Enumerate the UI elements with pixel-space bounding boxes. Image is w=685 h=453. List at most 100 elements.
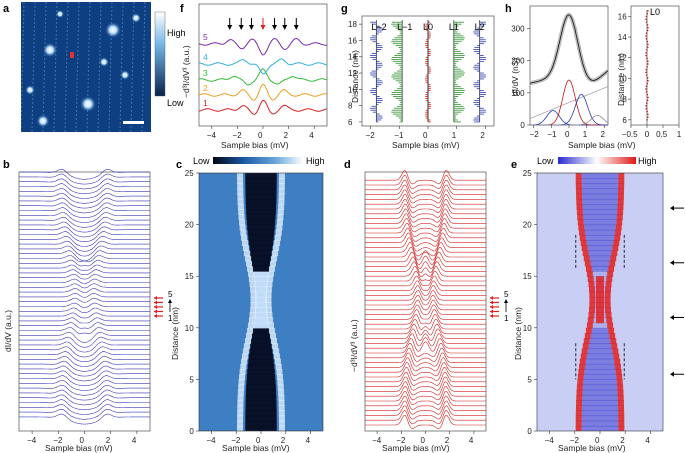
h2-point — [646, 93, 649, 96]
heat-cell — [606, 276, 613, 282]
h2-point — [646, 110, 648, 113]
heat-cell — [616, 374, 623, 380]
heat-cell — [276, 224, 283, 231]
heat-cell — [245, 178, 277, 184]
heat-cell — [269, 332, 276, 339]
heat-cell — [237, 178, 244, 184]
heat-cell — [587, 317, 594, 324]
heat-cell — [277, 214, 284, 221]
heat-cell — [613, 240, 620, 246]
heat-cell — [590, 260, 610, 267]
trace — [19, 380, 150, 391]
trace — [19, 212, 150, 223]
heat-cell — [239, 219, 246, 226]
heat-cell — [596, 276, 604, 282]
f-xtick-label: 0 — [258, 131, 263, 140]
heat-cell — [268, 265, 275, 272]
heat-cell — [614, 358, 621, 365]
plot-f: 1 2 3 4 5 −4 −2 0 2 4 — [198, 18, 328, 140]
heat-cell — [273, 348, 280, 355]
heat-cell — [577, 214, 584, 221]
heat-cell — [576, 203, 583, 210]
xlabel-b: Sample bias (mV) — [45, 443, 113, 453]
xtick-label: 0 — [421, 436, 426, 445]
heat-cell — [581, 348, 588, 355]
trace — [19, 274, 150, 280]
heat-cell — [608, 327, 615, 334]
heat-cell — [237, 173, 244, 179]
heat-cell — [612, 245, 619, 251]
heat-cell — [585, 358, 615, 365]
g-ytick-label: 6 — [348, 118, 353, 127]
h2-point — [646, 24, 649, 26]
heat-cell — [587, 245, 613, 251]
h-component-2 — [530, 94, 608, 126]
marker-bottom: 1 — [504, 314, 509, 323]
trace-marker-head — [154, 309, 157, 314]
xtick-label: −4 — [545, 436, 555, 445]
h2-ytick-label: 8 — [622, 95, 627, 104]
heat-cell — [596, 307, 604, 313]
heat-cell — [251, 255, 271, 262]
heat-cell — [592, 271, 608, 277]
vortex-spot — [36, 114, 50, 128]
heat-cell — [605, 307, 612, 313]
xtick-label: −4 — [372, 436, 382, 445]
heat-cell — [237, 188, 244, 195]
heat-cell — [236, 425, 243, 431]
heat-cell — [591, 265, 609, 272]
trace — [19, 292, 150, 298]
trace — [365, 362, 486, 377]
heat-cell — [576, 198, 583, 205]
heat-cell — [587, 348, 613, 355]
trace — [365, 294, 486, 306]
lattice-row — [64, 2, 69, 132]
heat-cell — [613, 353, 620, 360]
f-series-label-1: 1 — [203, 98, 208, 108]
panel-label-d: d — [344, 159, 351, 171]
h2-point — [647, 63, 649, 65]
xtick-label: −2 — [231, 436, 241, 445]
heat-cell — [277, 379, 284, 386]
heat-cell — [576, 193, 583, 200]
heat-cell — [248, 358, 274, 365]
trace — [19, 197, 150, 209]
h2-point — [645, 71, 647, 74]
heat-cell — [237, 420, 244, 427]
heat-cell — [582, 193, 618, 200]
heat-cell — [577, 379, 584, 386]
h2-point — [646, 12, 649, 15]
heat-cell — [588, 250, 612, 257]
trace — [19, 370, 150, 382]
trace — [19, 408, 150, 420]
heat-cell — [278, 400, 285, 406]
heat-cell — [267, 317, 274, 324]
xtick-label: 0 — [80, 436, 85, 445]
trace — [365, 299, 486, 311]
heat-cell — [271, 338, 278, 344]
xtick-label: −2 — [53, 436, 63, 445]
ytick-label: 10 — [523, 324, 532, 333]
heat-cell — [249, 245, 273, 251]
trace — [365, 174, 486, 190]
ytick-label: 0 — [189, 427, 194, 436]
h2-point — [647, 43, 649, 46]
ytick-label: 20 — [185, 221, 194, 230]
heat-cell — [582, 250, 589, 257]
h2-point — [647, 26, 649, 29]
trace — [19, 394, 150, 406]
h2-point — [645, 88, 647, 90]
ylabel-e: Distance (nm) — [513, 307, 523, 360]
heat-cell — [250, 250, 272, 257]
heat-cell — [576, 400, 583, 406]
trace — [19, 221, 150, 233]
trace — [365, 381, 486, 396]
heat-cell — [583, 214, 617, 221]
heatmap-e — [537, 173, 663, 431]
heat-cell — [240, 229, 247, 236]
heat-cell — [596, 312, 604, 319]
heat-cell — [248, 322, 255, 329]
heat-cell — [245, 420, 277, 427]
plot-frame-d — [364, 171, 487, 432]
